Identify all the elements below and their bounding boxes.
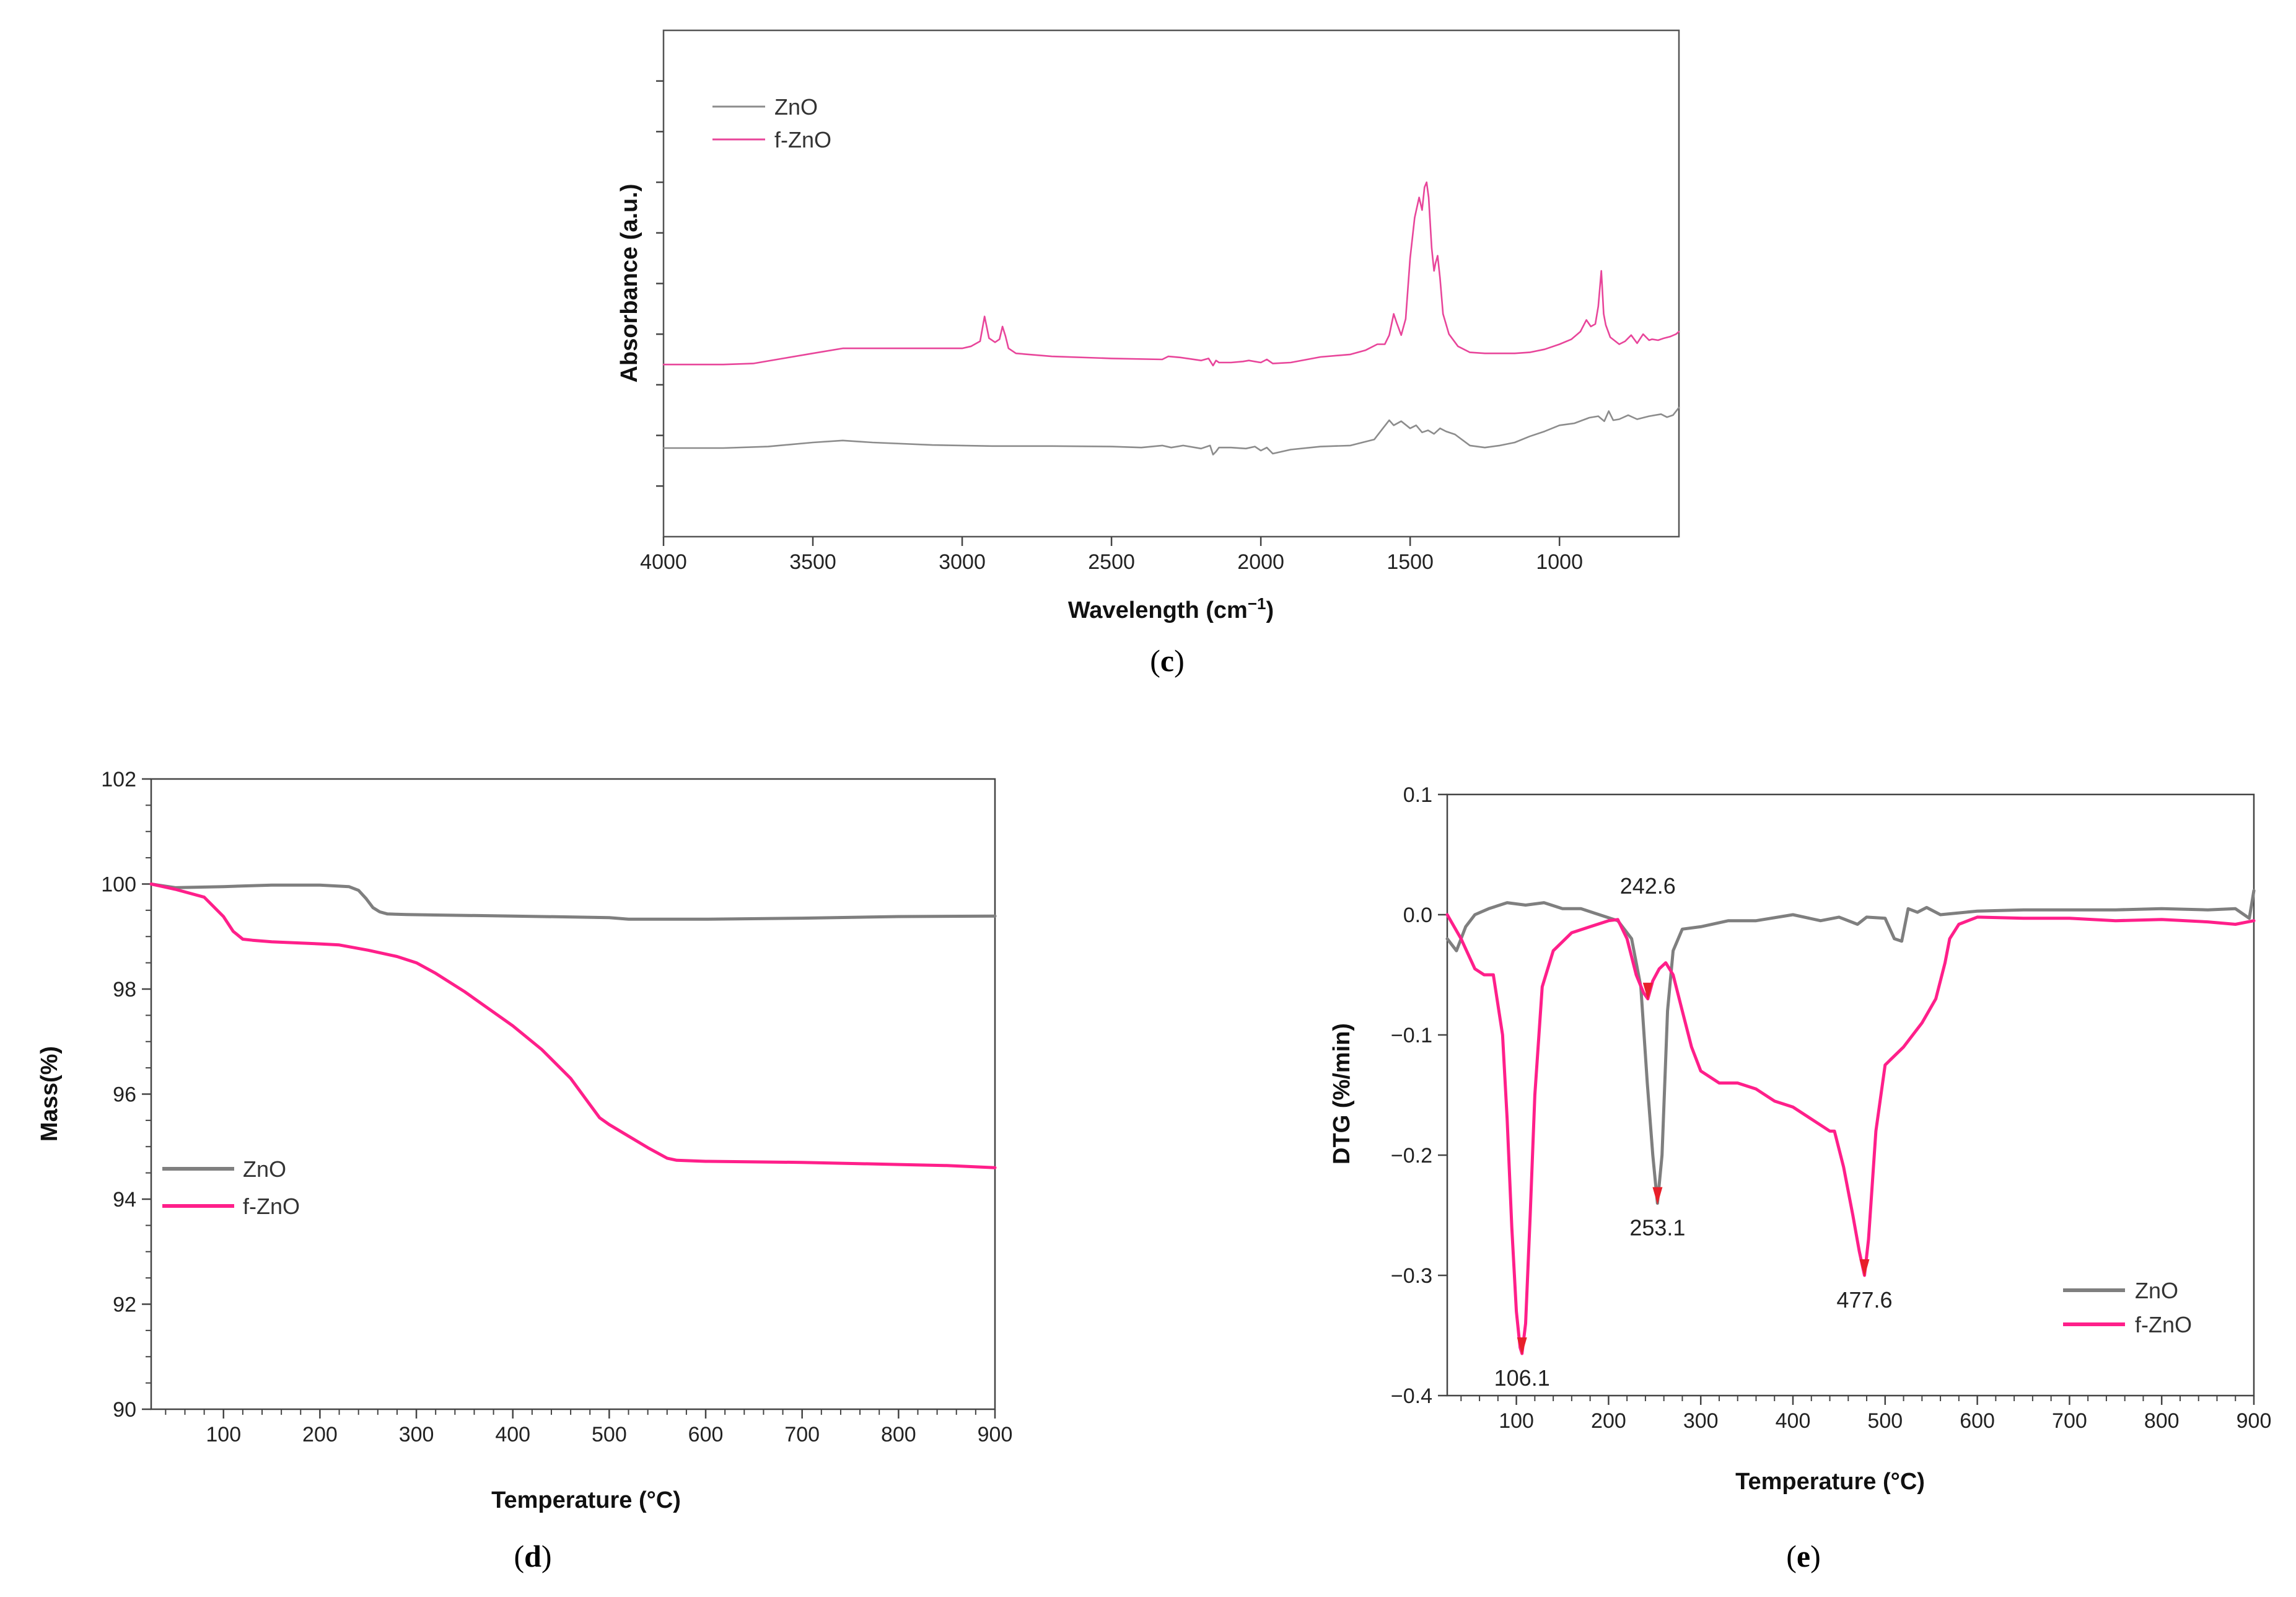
panel-e-x-tick-label: 500 [1867,1409,1903,1433]
panel-c-xlabel-main: Wavelength (cm [1068,597,1248,623]
panel-d-x-tick-label: 700 [784,1423,820,1446]
panel-c-series-zno [662,407,1680,455]
panel-d-x-tick-label: 300 [399,1423,434,1446]
panel-e-x-tick-label: 300 [1683,1409,1719,1433]
panel-c-xlabel: Wavelength (cm−1) [1068,594,1274,623]
panel-d-ylabel: Mass(%) [37,1046,63,1142]
panel-c-x-tick-label: 1500 [1387,550,1434,574]
panel-e-peak-label: 106.1 [1494,1365,1550,1391]
panel-c-series-f-zno [662,181,1680,367]
panel-e-peak-marker [1652,1187,1663,1205]
legend-label-zno: ZnO [243,1156,286,1182]
legend-label-zno: ZnO [774,94,818,120]
panel-e-chart: 100 200 300 400 500 600 700 800 900 0.1 0.0 −0.1 −0… [1329,783,2271,1573]
panel-e-x-tick-label: 800 [2144,1409,2180,1433]
panel-e-y-tick-label: −0.4 [1391,1384,1432,1408]
panel-e-x-tick-label: 100 [1499,1409,1534,1433]
panel-c-x-tick-label: 4000 [640,550,687,574]
panel-e-plot-frame [1446,793,2255,1397]
panel-c-x-tick-label: 3000 [939,550,986,574]
panel-e-legend: ZnO f-ZnO [2063,1278,2192,1337]
panel-d-y-tick-label: 100 [101,873,136,897]
panel-d-plot-frame [150,778,996,1410]
panel-e-peak-label: 242.6 [1620,873,1676,899]
panel-e-label: (e) [1786,1539,1821,1573]
panel-e-y-tick-label: −0.3 [1391,1264,1432,1288]
panel-d-x-tick-label: 800 [881,1423,916,1446]
panel-c-x-tick-label: 1000 [1536,550,1583,574]
panel-e-peak-label: 253.1 [1629,1215,1685,1241]
panel-d-x-tick-label: 200 [302,1423,338,1446]
panel-d-y-tick-label: 102 [101,768,136,791]
panel-e-y-tick-label: 0.0 [1403,904,1432,927]
panel-d-series-zno [149,882,997,921]
panel-e-x-tick-label: 400 [1776,1409,1811,1433]
panel-c-x-tick-label: 2500 [1088,550,1135,574]
panel-e-x-tick-label: 600 [1960,1409,1995,1433]
panel-d-x-tick-label: 100 [206,1423,241,1446]
panel-d-xlabel: Temperature (°C) [491,1487,681,1513]
legend-label-zno: ZnO [2135,1278,2178,1303]
panel-d-label: (d) [514,1539,551,1573]
panel-d-x-tick-label: 600 [688,1423,724,1446]
panel-d-x-tick-label: 500 [592,1423,627,1446]
panel-d-legend: ZnO f-ZnO [162,1156,300,1219]
panel-e-peak-marker [1859,1259,1870,1277]
panel-e-peak-marker [1517,1337,1527,1355]
panel-e-peak-marker [1642,982,1653,1000]
panel-e-y-tick-label: −0.1 [1391,1024,1432,1047]
panel-d-x-tick-label: 400 [495,1423,530,1446]
legend-label-f-zno: f-ZnO [774,127,831,152]
panel-c-ylabel: Absorbance (a.u.) [616,184,642,383]
panel-e-x-tick-label: 900 [2237,1409,2272,1433]
panel-d-chart: 100 200 300 400 500 600 700 800 900 90 92 94 96 98 10… [37,768,1012,1573]
panel-e-y-tick-label: −0.2 [1391,1144,1432,1168]
panel-c-letter: c [1160,643,1174,678]
panel-e-x-tick-label: 200 [1591,1409,1626,1433]
panel-c-x-tick-label: 3500 [789,550,836,574]
panel-e-xlabel: Temperature (°C) [1735,1469,1925,1495]
panel-d-y-tick-label: 98 [113,978,136,1001]
panel-d-letter: d [524,1539,541,1573]
legend-label-f-zno: f-ZnO [243,1194,300,1219]
panel-c-xlabel-close: ) [1266,597,1274,623]
panel-e-x-tick-label: 700 [2052,1409,2087,1433]
panel-d-y-tick-label: 92 [113,1293,136,1317]
panel-c-label: (c) [1150,643,1185,678]
panel-e-y-tick-label: 0.1 [1403,783,1432,807]
panel-e-peak-label: 477.6 [1836,1287,1892,1313]
panel-d-y-tick-label: 90 [113,1398,136,1422]
legend-label-f-zno: f-ZnO [2135,1312,2192,1337]
panel-e-series-zno [1445,889,2256,1205]
panel-d-x-tick-label: 900 [978,1423,1013,1446]
panel-d-y-tick-label: 96 [113,1083,136,1107]
panel-d-y-tick-label: 94 [113,1188,136,1212]
panel-c-xlabel-sup: −1 [1248,594,1266,613]
panel-c-x-tick-label: 2000 [1237,550,1284,574]
panel-c-chart: 4000 3500 3000 2500 2000 1500 1000 ZnO f-ZnO A… [616,29,1680,678]
panel-e-letter: e [1797,1539,1810,1573]
panel-c-legend: ZnO f-ZnO [712,94,831,152]
panel-d-series-f-zno [149,882,997,1169]
panel-e-ylabel: DTG (%/min) [1329,1023,1355,1164]
